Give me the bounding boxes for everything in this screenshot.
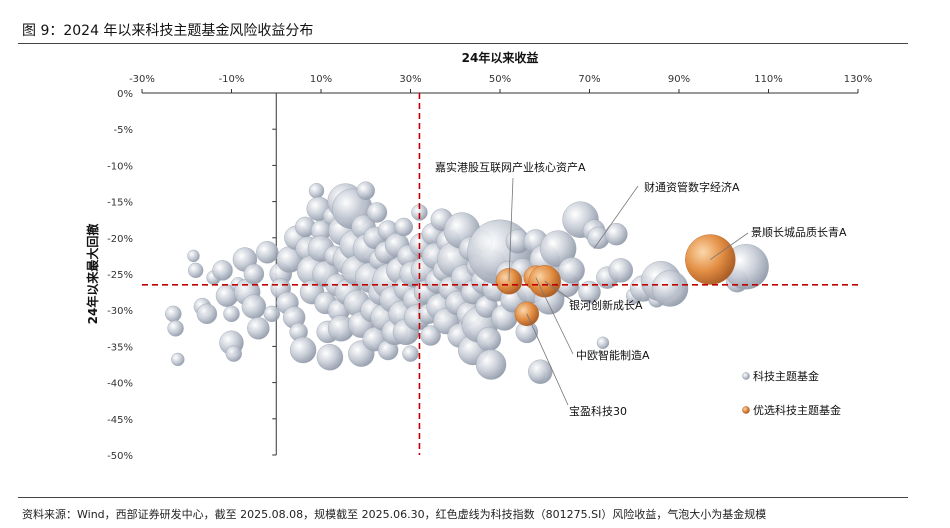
fund-bubble bbox=[651, 270, 689, 307]
bubbles bbox=[165, 181, 769, 384]
fund-bubble bbox=[165, 305, 182, 323]
y-tick-label: -50% bbox=[107, 451, 133, 462]
legend-label: 优选科技主题基金 bbox=[753, 403, 841, 417]
annotation-label: 银河创新成长A bbox=[569, 298, 643, 312]
fund-bubble bbox=[316, 344, 344, 371]
fund-bubble bbox=[394, 217, 413, 237]
x-tick-label: 70% bbox=[578, 74, 600, 85]
y-tick-label: -5% bbox=[114, 125, 133, 136]
fund-bubble bbox=[356, 181, 375, 200]
x-tick-label: 50% bbox=[489, 74, 511, 85]
y-tick-label: -15% bbox=[107, 198, 133, 209]
legend-label: 科技主题基金 bbox=[753, 369, 819, 383]
annotation-leader bbox=[526, 313, 569, 406]
y-tick-label: -40% bbox=[107, 379, 133, 390]
fund-bubble bbox=[402, 345, 419, 362]
x-tick-label: -30% bbox=[129, 74, 155, 85]
y-tick-labels: 0% -5% -10% -15% -20% -25% -30% -35% -40% -45% -50… bbox=[107, 89, 133, 462]
fund-bubble bbox=[187, 262, 204, 279]
annotations: 嘉实港股互联网产业核心资产A 财通资管数字经济A 景顺长城品质长青A 银河创新成长A 中… bbox=[435, 160, 847, 418]
annotation-label: 景顺长城品质长青A bbox=[751, 226, 847, 239]
source-note: 资料来源：Wind，西部证券研发中心，截至 2025.08.08，规模截至 20… bbox=[22, 508, 767, 521]
annotation-label: 财通资管数字经济A bbox=[644, 180, 740, 194]
fund-bubble bbox=[578, 280, 601, 304]
x-tick-labels: -30% -10% 10% 30% 50% 70% 90% 110% 130% bbox=[129, 74, 872, 85]
fund-bubble bbox=[263, 305, 280, 323]
fund-bubble bbox=[308, 183, 325, 199]
fund-bubble bbox=[241, 294, 267, 319]
x-tick-label: 10% bbox=[310, 74, 332, 85]
y-tick-label: -20% bbox=[107, 234, 133, 245]
fund-bubble bbox=[289, 336, 317, 364]
y-tick-label: -25% bbox=[107, 270, 133, 281]
fund-bubble bbox=[212, 260, 233, 281]
legend-marker bbox=[742, 372, 750, 380]
fund-bubble bbox=[247, 317, 270, 340]
y-tick-label: -30% bbox=[107, 306, 133, 317]
annotation-label: 宝盈科技30 bbox=[569, 404, 627, 418]
fund-bubble bbox=[196, 303, 218, 325]
fund-bubble bbox=[605, 222, 628, 246]
y-axis-title: 24年以来最大回撤 bbox=[85, 224, 100, 325]
bottom-rule bbox=[18, 497, 908, 498]
x-tick-label: 90% bbox=[668, 74, 690, 85]
fund-bubble bbox=[256, 241, 279, 264]
fund-bubble bbox=[596, 336, 610, 349]
x-tick-label: 30% bbox=[399, 74, 421, 85]
fund-bubble bbox=[225, 345, 242, 362]
fund-bubble bbox=[171, 352, 185, 367]
fund-bubble bbox=[243, 263, 265, 285]
annotation-label: 嘉实港股互联网产业核心资产A bbox=[435, 160, 586, 174]
fund-bubble bbox=[167, 320, 184, 337]
fund-bubble bbox=[475, 349, 507, 380]
fund-bubble bbox=[223, 305, 240, 323]
y-tick-label: -10% bbox=[107, 161, 133, 172]
y-tick-label: 0% bbox=[117, 89, 133, 100]
fund-bubble bbox=[187, 249, 200, 263]
x-axis-title: 24年以来收益 bbox=[462, 50, 539, 65]
fund-bubble bbox=[476, 326, 502, 352]
annotation-leader bbox=[508, 177, 514, 282]
annotation-leader bbox=[535, 277, 574, 355]
reference-lines bbox=[142, 93, 858, 455]
y-tick-label: -45% bbox=[107, 415, 133, 426]
annotation-leader bbox=[544, 280, 575, 303]
fund-bubble bbox=[420, 325, 441, 346]
figure-title: 图 9：2024 年以来科技主题基金风险收益分布 bbox=[22, 23, 314, 39]
top-rule bbox=[18, 43, 908, 44]
fund-bubble bbox=[528, 359, 553, 384]
legend-marker bbox=[742, 406, 750, 414]
annotation-label: 中欧智能制造A bbox=[576, 348, 650, 362]
annotation-leader bbox=[710, 232, 749, 260]
x-tick-label: 110% bbox=[754, 74, 783, 85]
fund-bubble bbox=[608, 258, 634, 283]
annotation-leader bbox=[593, 185, 639, 249]
fund-bubble bbox=[539, 230, 577, 267]
fund-bubble bbox=[558, 257, 585, 284]
y-tick-label: -35% bbox=[107, 342, 133, 353]
x-tick-label: 130% bbox=[844, 74, 873, 85]
x-tick-label: -10% bbox=[219, 74, 245, 85]
fund-bubble bbox=[366, 202, 388, 223]
